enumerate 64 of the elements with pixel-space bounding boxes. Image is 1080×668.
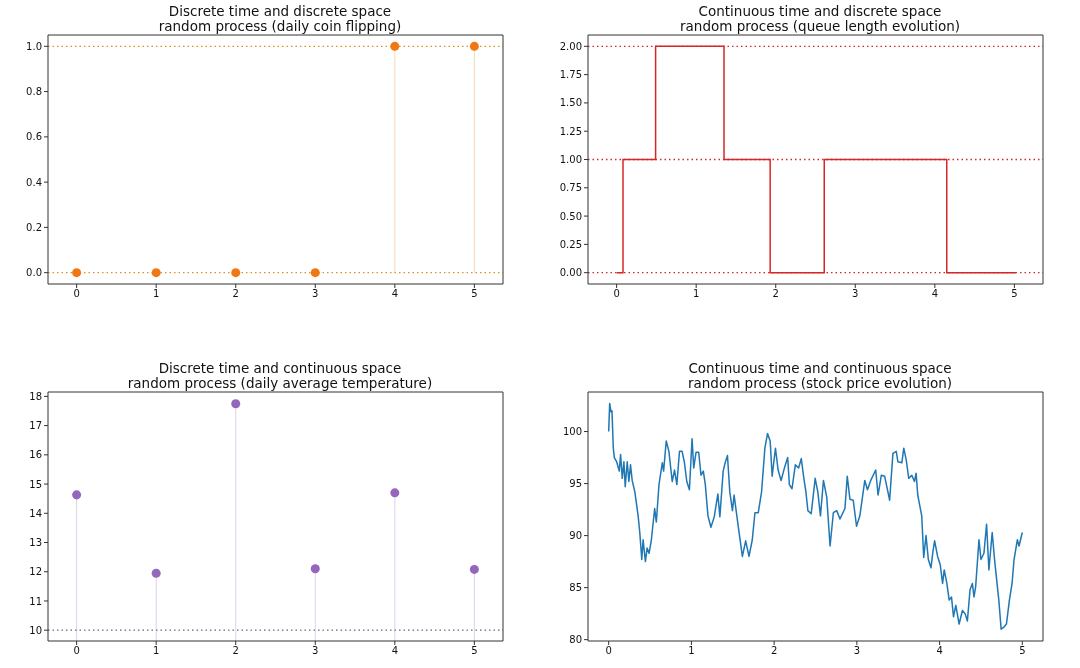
y-tick-label: 14 [29,507,42,519]
y-tick-label: 13 [29,537,42,549]
y-tick-label: 17 [29,420,42,432]
y-tick-label: 0.6 [26,131,42,143]
y-tick-label: 11 [29,595,42,607]
x-tick-label: 2 [770,645,778,657]
x-tick-label: 2 [232,645,239,657]
chart-title: Discrete time and discrete space random process (daily coin flipping) [157,3,403,34]
point [469,564,479,574]
y-tick-label: 0.25 [559,238,582,250]
x-tick-label: 0 [605,645,612,657]
x-tick-label: 1 [152,645,160,657]
x-tick-label: 3 [312,645,319,657]
x-tick-label: 3 [852,288,859,300]
y-tick-label: 100 [562,426,582,438]
y-tick-label: 0.8 [26,86,42,98]
y-tick-label: 1.00 [559,154,582,166]
chart-title: Discrete time and continuous space random process (daily average temperature) [126,360,434,391]
y-tick-label: 90 [569,530,582,542]
x-tick-label: 5 [471,288,478,300]
x-tick-label: 2 [772,288,779,300]
y-tick-label: 0.4 [26,176,42,188]
x-tick-label: 1 [152,288,160,300]
x-tick-label: 1 [688,645,695,657]
chart-title: Continuous time and continuous space random process (stock price evolution) [686,360,954,391]
y-tick-label: 1.25 [559,125,582,137]
x-tick-label: 5 [1019,645,1026,657]
point [390,488,400,498]
x-tick-label: 5 [471,645,478,657]
y-tick-label: 10 [29,624,42,636]
y-tick-label: 85 [569,582,582,594]
line-series [607,402,1024,630]
y-tick-label: 95 [569,478,582,490]
x-tick-label: 5 [1011,288,1018,300]
y-tick-label: 0.75 [559,182,582,194]
y-tick-label: 2.00 [559,40,582,52]
x-tick-label: 4 [391,288,399,300]
y-tick-label: 0.0 [26,267,42,279]
x-tick-label: 4 [931,288,939,300]
x-tick-label: 1 [692,288,700,300]
y-tick-label: 1.50 [559,97,582,109]
y-tick-label: 12 [29,566,42,578]
y-tick-label: 1.0 [26,40,42,52]
x-tick-label: 0 [613,288,620,300]
y-tick-label: 15 [29,478,42,490]
x-tick-label: 0 [73,288,80,300]
y-tick-label: 0.50 [559,210,582,222]
y-tick-label: 0.2 [26,221,42,233]
point [72,490,82,500]
y-tick-label: 80 [569,634,582,646]
x-tick-label: 3 [312,288,319,300]
x-tick-label: 4 [936,645,943,657]
point [231,399,241,409]
x-tick-label: 2 [232,288,239,300]
x-tick-label: 3 [853,645,861,657]
y-tick-label: 16 [29,449,42,461]
point [151,568,161,578]
y-tick-label: 0.00 [559,267,582,279]
x-tick-label: 0 [73,645,80,657]
x-tick-label: 4 [391,645,399,657]
y-tick-label: 18 [29,390,42,402]
chart-title: Continuous time and discrete space random process (queue length evolution) [679,3,961,34]
point [310,564,320,574]
y-tick-label: 1.75 [559,69,582,81]
